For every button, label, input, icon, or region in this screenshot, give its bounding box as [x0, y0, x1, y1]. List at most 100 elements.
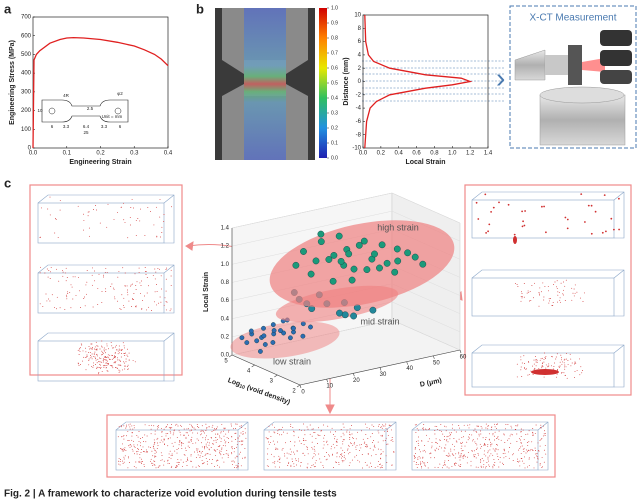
void	[277, 448, 279, 450]
void	[170, 467, 172, 469]
void	[498, 438, 500, 440]
void	[167, 462, 169, 464]
void	[534, 367, 536, 369]
void	[320, 430, 322, 432]
void	[552, 305, 554, 307]
void	[370, 455, 372, 457]
void	[157, 428, 159, 430]
void	[85, 351, 87, 353]
void	[348, 444, 350, 446]
void	[447, 455, 449, 457]
void	[520, 428, 522, 430]
void	[170, 432, 172, 434]
void	[387, 443, 389, 445]
void	[366, 426, 368, 428]
void	[157, 445, 159, 447]
x-tick	[274, 374, 278, 378]
void	[348, 433, 350, 435]
void	[122, 460, 123, 462]
void	[124, 449, 126, 451]
void	[89, 348, 91, 350]
void	[161, 431, 163, 433]
y-tick	[406, 361, 408, 365]
void	[447, 441, 449, 443]
void	[225, 433, 227, 435]
void	[98, 361, 100, 363]
void	[458, 453, 460, 455]
void	[390, 425, 392, 427]
void	[164, 444, 165, 446]
void	[115, 360, 117, 362]
void	[543, 361, 545, 363]
void	[416, 441, 417, 443]
void	[317, 434, 319, 436]
point	[287, 335, 293, 341]
z-tick-label: 1.2	[221, 244, 230, 250]
void	[196, 449, 198, 451]
void	[343, 426, 345, 428]
void	[540, 424, 542, 426]
void	[458, 464, 460, 466]
void	[560, 282, 562, 284]
void	[134, 273, 136, 275]
void	[306, 467, 308, 469]
void	[530, 300, 532, 301]
void	[91, 358, 93, 360]
z-tick-label: 0.2	[221, 334, 230, 340]
void	[171, 427, 173, 429]
void	[488, 425, 490, 427]
void	[124, 272, 126, 274]
void	[201, 425, 203, 427]
void	[290, 454, 292, 456]
void	[56, 308, 57, 310]
void	[418, 456, 420, 458]
void	[195, 448, 197, 450]
void	[536, 358, 538, 360]
void	[124, 447, 126, 449]
void	[213, 428, 215, 430]
void	[219, 452, 221, 454]
void	[177, 425, 179, 427]
void	[202, 430, 204, 432]
void	[170, 426, 171, 428]
void	[200, 452, 202, 454]
void	[83, 356, 85, 358]
cluster-region	[230, 321, 340, 359]
void	[277, 430, 279, 432]
void	[107, 363, 109, 365]
void	[114, 352, 116, 354]
void	[413, 455, 415, 457]
void	[155, 450, 156, 452]
void	[460, 456, 462, 458]
void	[205, 437, 206, 439]
void	[538, 293, 540, 295]
void	[487, 458, 489, 460]
void	[344, 458, 346, 460]
box-face	[115, 429, 239, 471]
void	[103, 350, 105, 352]
void	[336, 456, 338, 458]
void	[328, 454, 330, 456]
void	[360, 447, 362, 449]
void	[537, 450, 539, 452]
void	[94, 356, 96, 358]
void	[83, 213, 85, 215]
void	[556, 286, 557, 288]
void	[40, 266, 41, 268]
void	[219, 435, 220, 437]
y-tick-label: -8	[356, 132, 362, 138]
void	[488, 223, 491, 226]
void	[145, 274, 147, 275]
void	[380, 454, 382, 455]
void	[330, 448, 332, 450]
void	[534, 282, 535, 284]
void	[104, 364, 106, 366]
void	[447, 460, 449, 462]
void	[171, 465, 173, 467]
colorbar-label: 0.7	[331, 50, 338, 56]
void	[80, 307, 82, 308]
void	[341, 453, 343, 455]
void	[85, 369, 87, 371]
void	[266, 438, 268, 440]
void	[124, 221, 126, 223]
